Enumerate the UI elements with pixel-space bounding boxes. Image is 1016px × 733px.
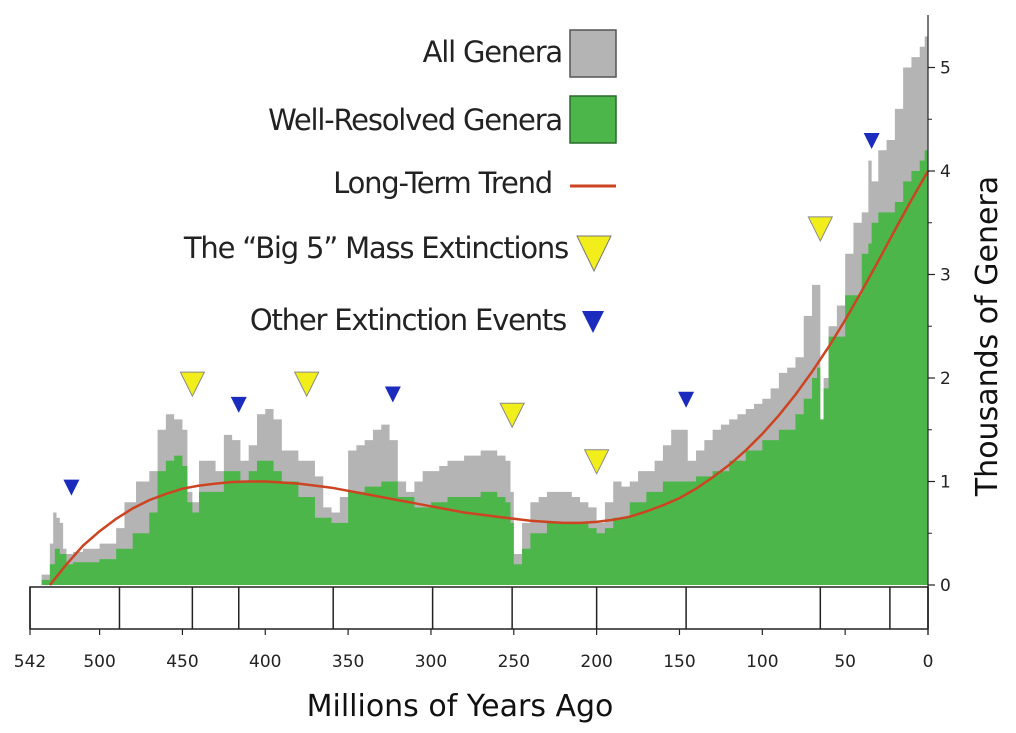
other-extinction-marker xyxy=(63,479,80,496)
y-axis-label: Thousands of Genera xyxy=(970,176,1005,497)
big5-extinction-marker xyxy=(179,371,206,398)
x-tick-label: 200 xyxy=(580,652,612,672)
x-tick-label: 542 xyxy=(14,652,46,672)
all-genera-area xyxy=(30,26,928,586)
big5-extinction-marker xyxy=(583,449,610,475)
x-tick-label: 500 xyxy=(83,652,115,672)
legend-label-trend: Long-Term Trend xyxy=(333,166,552,200)
x-tick-label: 300 xyxy=(415,652,447,672)
legend-swatch-big5-triangle-icon xyxy=(576,235,612,273)
other-extinction-marker xyxy=(230,396,247,413)
legend-label-all-genera: All Genera xyxy=(423,35,562,69)
geologic-period-bar xyxy=(29,586,929,630)
plot-areas xyxy=(30,26,930,586)
other-extinction-marker xyxy=(384,386,401,403)
long-term-trend-line xyxy=(48,170,930,586)
legend-label-big5: The “Big 5” Mass Extinctions xyxy=(183,231,568,265)
y-tick-label: 0 xyxy=(940,576,951,596)
big5-extinction-marker xyxy=(807,216,834,243)
y-tick-label: 3 xyxy=(940,266,951,286)
x-tick-label: 150 xyxy=(663,652,695,672)
well-resolved-area xyxy=(30,150,928,586)
x-tick-label: 350 xyxy=(332,652,364,672)
other-extinction-marker xyxy=(863,132,880,149)
legend-swatch-all-genera xyxy=(569,29,617,78)
other-extinction-marker xyxy=(678,391,695,408)
legend-swatch-other-triangle-icon xyxy=(582,311,604,333)
x-tick-label: 400 xyxy=(249,652,281,672)
x-tick-label: 450 xyxy=(166,652,198,672)
legend-label-well-resolved: Well-Resolved Genera xyxy=(268,103,562,137)
period-bar-frame xyxy=(29,586,929,630)
legend-swatch-well-resolved xyxy=(569,95,617,144)
big5-extinction-marker xyxy=(499,402,525,429)
x-tick-label: 100 xyxy=(746,652,778,672)
y-tick-label: 2 xyxy=(940,369,951,389)
y-tick-label: 1 xyxy=(940,473,951,493)
x-tick-label: 0 xyxy=(923,652,934,672)
y-axis: 0 1 2 3 4 5 xyxy=(927,15,951,635)
x-tick-label: 250 xyxy=(498,652,530,672)
legend-label-other: Other Extinction Events xyxy=(250,303,566,337)
extinction-markers xyxy=(63,132,880,496)
x-axis: 542 500 450 400 350 300 250 200 150 100 50 0 xyxy=(14,629,934,672)
x-tick-label: 50 xyxy=(834,652,856,672)
big5-extinction-marker xyxy=(293,371,320,398)
y-tick-label: 5 xyxy=(940,59,951,79)
y-tick-label: 4 xyxy=(940,162,951,182)
x-axis-label: Millions of Years Ago xyxy=(307,689,614,724)
legend: All Genera Well-Resolved Genera Long-Ter… xyxy=(183,29,617,337)
